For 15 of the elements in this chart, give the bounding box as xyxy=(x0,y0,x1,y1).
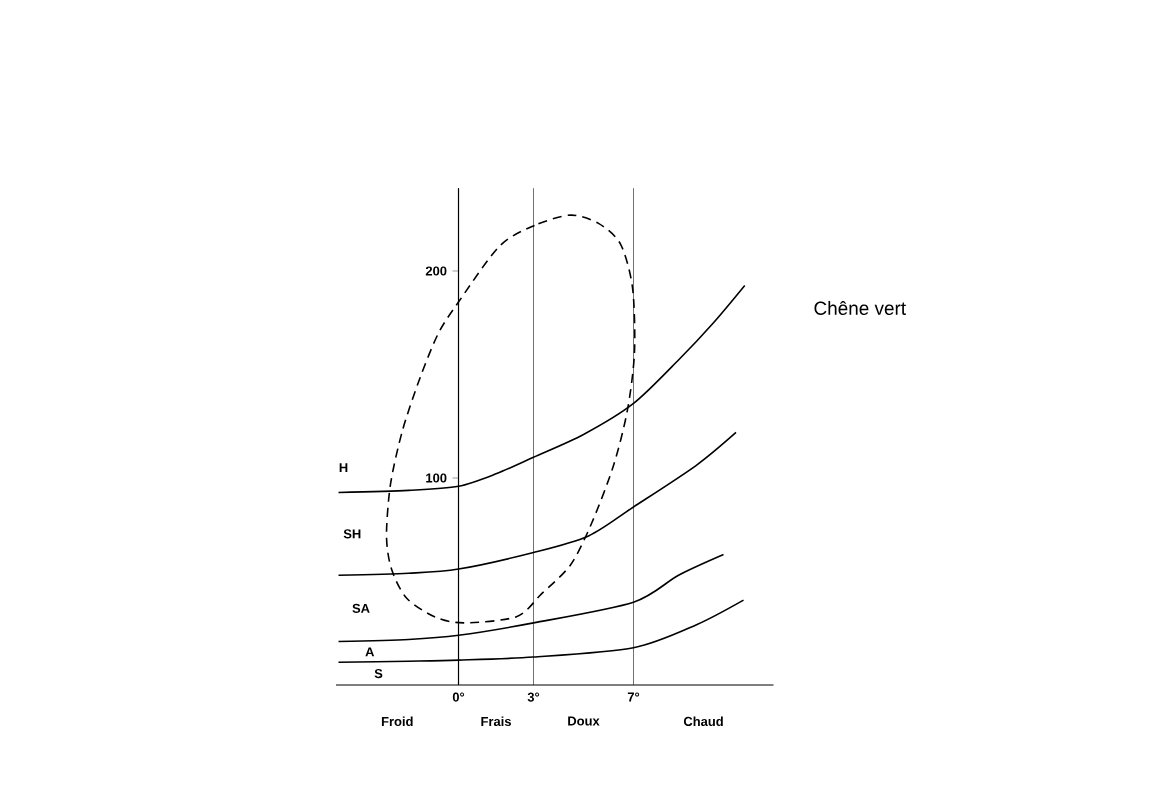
annotation: H xyxy=(339,463,348,473)
annotation: SH xyxy=(343,529,361,539)
text: Froid xyxy=(381,716,413,727)
text: Chêne vert xyxy=(814,301,906,315)
x-tick-label: 7° xyxy=(627,692,640,702)
annotation: SA xyxy=(352,603,370,613)
x-tick-label: 3° xyxy=(527,692,540,702)
y-tick-label: 200 xyxy=(425,266,447,276)
text: Chaud xyxy=(683,716,723,727)
y-tick-label: 100 xyxy=(426,473,447,483)
annotation: S xyxy=(374,669,383,679)
text: Frais xyxy=(481,716,511,727)
annotation: A xyxy=(365,647,375,657)
x-tick-label: 0° xyxy=(452,692,465,702)
text: Doux xyxy=(568,716,600,726)
